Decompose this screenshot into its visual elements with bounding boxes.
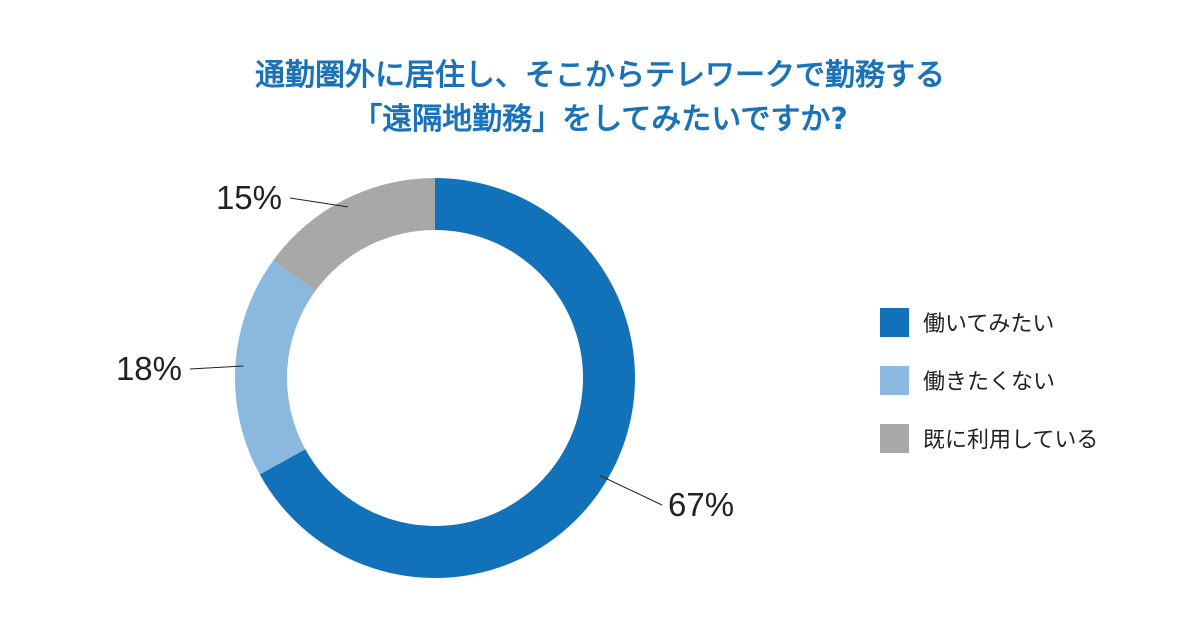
legend-item-want: 働いてみたい	[880, 306, 1098, 338]
donut-slice-not-want	[234, 260, 316, 475]
leader-line-already-using	[289, 197, 348, 208]
chart-title-line-1: 通勤圏外に居住し、そこからテレワークで勤務する	[255, 58, 945, 93]
leader-line-want	[600, 475, 663, 506]
chart-title-line-2: 「遠隔地勤務」をしてみたいですか?	[352, 102, 848, 137]
legend-swatch-not-want	[880, 365, 909, 395]
legend-item-not-want: 働きたくない	[880, 364, 1098, 396]
legend-label-not-want: 働きたくない	[923, 370, 1056, 395]
legend: 働いてみたい 働きたくない 既に利用している	[880, 306, 1098, 480]
donut-slice-already-using	[273, 178, 435, 292]
legend-swatch-already-using	[880, 423, 909, 453]
data-label-not-want: 18%	[116, 350, 182, 387]
legend-label-want: 働いてみたい	[923, 312, 1055, 337]
legend-swatch-want	[880, 307, 909, 337]
legend-label-already-using: 既に利用している	[923, 428, 1099, 453]
data-label-already-using: 15%	[216, 179, 282, 216]
data-label-want: 67%	[668, 486, 734, 523]
legend-item-already-using: 既に利用している	[880, 422, 1098, 454]
leader-line-not-want	[189, 365, 244, 370]
chart-title: 通勤圏外に居住し、そこからテレワークで勤務する 「遠隔地勤務」をしてみたいですか…	[0, 54, 1200, 142]
